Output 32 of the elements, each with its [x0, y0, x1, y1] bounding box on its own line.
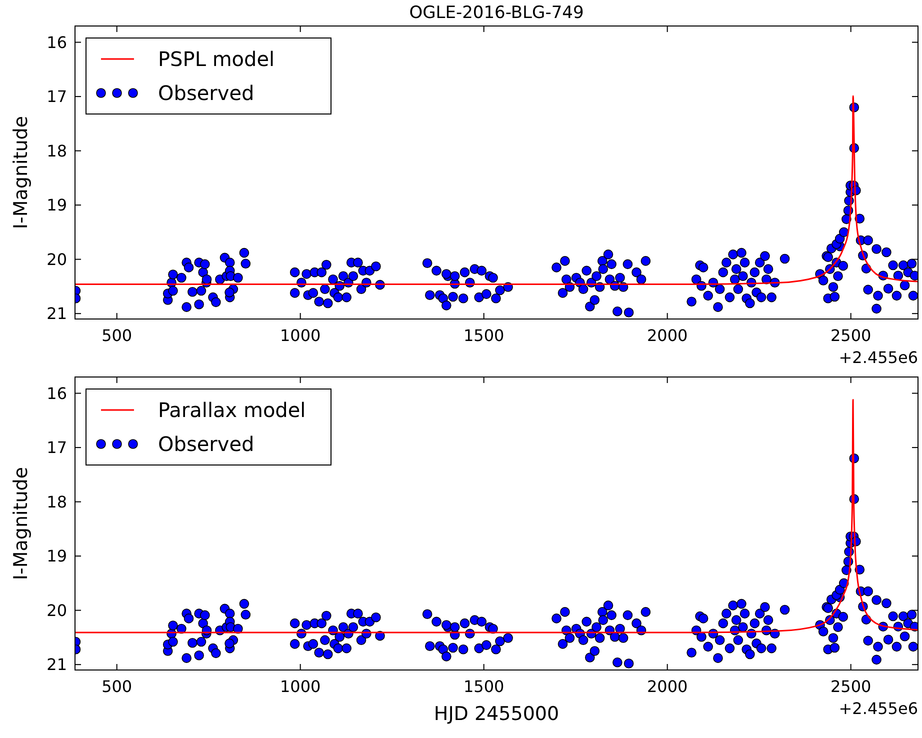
x-tick-label: 2000: [646, 326, 688, 345]
legend-label: Observed: [158, 81, 254, 105]
x-axis-title: HJD 2455000: [434, 703, 560, 725]
chart-title: OGLE-2016-BLG-749: [409, 3, 584, 23]
y-axis-title: I-Magnitude: [10, 116, 32, 230]
y-tick-label: 17: [46, 87, 67, 106]
x-tick-label: 2000: [646, 677, 688, 696]
y-axis-title: I-Magnitude: [10, 466, 32, 580]
y-tick-label: 20: [46, 600, 67, 620]
x-tick-label: 2500: [830, 326, 872, 345]
x-tick-label: 1000: [280, 326, 321, 345]
x-tick-label: 2500: [830, 677, 872, 696]
y-tick-label: 20: [46, 250, 67, 269]
x-tick-label: 500: [102, 326, 132, 345]
y-tick-label: 17: [46, 438, 67, 458]
legend-label: Parallax model: [158, 398, 306, 422]
x-tick-label: 1000: [280, 677, 321, 696]
y-tick-label: 21: [46, 304, 67, 324]
legend-label: Observed: [158, 432, 254, 456]
y-tick-label: 16: [46, 32, 67, 52]
y-tick-label: 18: [46, 141, 67, 160]
x-tick-label: 1500: [463, 326, 504, 345]
legend-label: PSPL model: [158, 47, 275, 71]
text: +2.455e6: [838, 699, 918, 718]
x-tick-label: 500: [102, 677, 132, 696]
y-tick-label: 18: [46, 492, 67, 512]
x-tick-label: 1500: [463, 677, 504, 696]
y-tick-label: 19: [46, 546, 67, 566]
text: +2.455e6: [838, 348, 918, 367]
y-tick-label: 19: [46, 196, 67, 215]
y-tick-label: 16: [46, 384, 67, 403]
y-tick-label: 21: [46, 655, 67, 674]
